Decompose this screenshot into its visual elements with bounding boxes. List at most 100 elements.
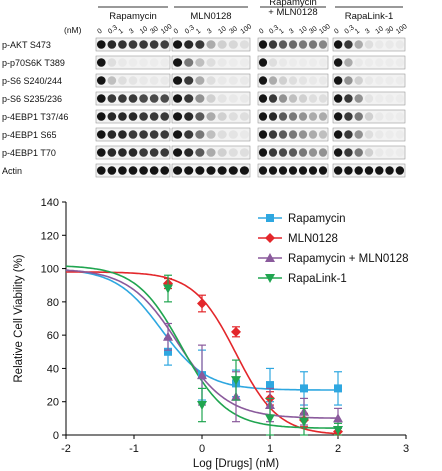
blot-band (385, 130, 394, 139)
blot-band (288, 76, 298, 85)
legend-marker (265, 253, 275, 262)
blot-band (258, 166, 268, 175)
blot-band (139, 94, 148, 103)
blot-band (344, 166, 353, 175)
concentration-label: 100 (318, 23, 332, 35)
blot-band (173, 76, 183, 85)
y-tick-label: 80 (47, 297, 59, 309)
blot-band (258, 94, 268, 103)
blot-band (173, 130, 183, 139)
blot-band (278, 166, 288, 175)
blot-band (308, 40, 318, 49)
blot-band (149, 40, 159, 49)
legend-label: Rapamycin (288, 213, 346, 225)
blot-band (333, 130, 343, 139)
blot-band (128, 166, 138, 175)
data-point-2 (163, 331, 173, 341)
blot-band (344, 40, 353, 49)
y-tick-label: 0 (53, 430, 59, 442)
concentration-label: 10 (217, 25, 227, 35)
concentration-label: 1 (278, 28, 285, 36)
blot-band (173, 40, 183, 49)
blot-band (107, 76, 117, 85)
blot-band (184, 76, 194, 85)
group-label-line: Rapamycin (269, 0, 317, 8)
blot-band (288, 94, 298, 103)
blot-band (318, 76, 328, 85)
blot-band (128, 58, 138, 67)
data-point-3 (265, 414, 275, 424)
blot-band (268, 148, 278, 157)
concentration-label: 0 (333, 28, 340, 36)
blot-band (344, 112, 353, 121)
blot-band (385, 94, 394, 103)
concentration-label: 3 (364, 28, 371, 36)
blot-band (333, 76, 343, 85)
concentration-label: 3 (288, 28, 295, 36)
x-tick-label: -1 (129, 443, 139, 455)
blot-band (278, 130, 288, 139)
concentration-label: 100 (160, 23, 174, 35)
blot-band (395, 76, 405, 85)
data-point-3 (333, 426, 343, 436)
blot-band (239, 166, 249, 175)
blot-band (139, 58, 148, 67)
blot-band (228, 40, 238, 49)
blot-band (128, 112, 138, 121)
blot-band (139, 112, 148, 121)
blot-band (308, 112, 318, 121)
blot-band (298, 94, 308, 103)
blot-band (228, 148, 238, 157)
blot-band (217, 148, 227, 157)
blot-band (308, 94, 318, 103)
group-label: RapaLink-1 (345, 11, 394, 22)
blot-band (395, 94, 405, 103)
blot-band (149, 58, 159, 67)
y-tick-label: 100 (41, 264, 59, 276)
blot-band (118, 130, 127, 139)
blot-band (173, 112, 183, 121)
blot-band (375, 58, 384, 67)
blot-band (160, 148, 170, 157)
blot-band (364, 94, 374, 103)
blot-band (139, 130, 148, 139)
concentration-label: 100 (240, 23, 254, 35)
data-point-1 (231, 326, 241, 337)
blot-band (333, 112, 343, 121)
blot-band (228, 130, 238, 139)
data-point-3 (197, 401, 207, 411)
data-point-0 (164, 347, 172, 356)
blot-band (395, 130, 405, 139)
x-axis-title: Log [Drugs] (nM) (193, 458, 279, 470)
blot-band (184, 40, 194, 49)
blot-band (354, 166, 363, 175)
blot-band (206, 166, 216, 175)
blot-band (318, 40, 328, 49)
blot-band (354, 94, 363, 103)
blot-band (288, 58, 298, 67)
legend-label: Rapamycin + MLN0128 (288, 253, 409, 265)
y-tick-label: 40 (47, 363, 59, 375)
blot-band (118, 112, 127, 121)
x-tick-label: 0 (199, 443, 205, 455)
concentration-label: 0 (258, 28, 265, 36)
blot-row-label: p-S6 S235/236 (2, 94, 62, 104)
y-axis-title: Relative Cell Viability (%) (13, 254, 25, 382)
blot-band (354, 112, 363, 121)
data-point-3 (299, 417, 309, 427)
blot-band (385, 76, 394, 85)
blot-band (217, 166, 227, 175)
blot-band (375, 166, 384, 175)
blot-band (375, 40, 384, 49)
blot-row-label: p-AKT S473 (2, 40, 51, 50)
blot-band (298, 58, 308, 67)
blot-band (217, 112, 227, 121)
blot-band (364, 58, 374, 67)
blot-band (139, 40, 148, 49)
blot-band (318, 130, 328, 139)
blot-band (278, 112, 288, 121)
blot-band (333, 166, 343, 175)
blot-band (258, 148, 268, 157)
concentration-label: 100 (395, 23, 409, 35)
blot-band (195, 148, 205, 157)
